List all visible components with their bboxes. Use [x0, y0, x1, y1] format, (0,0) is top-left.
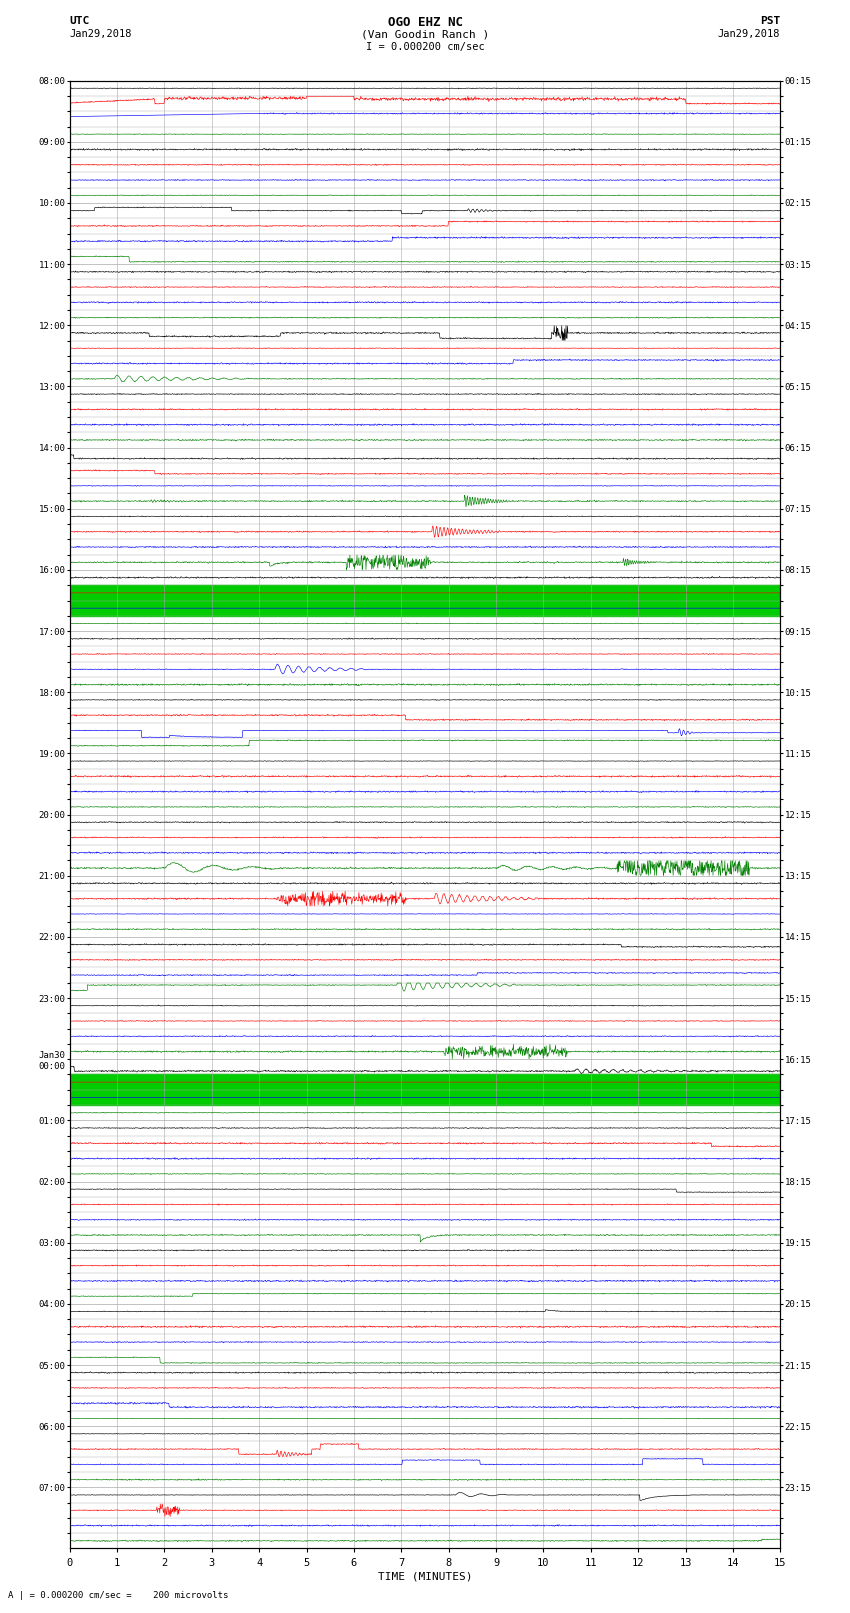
Bar — [70, 600, 780, 616]
Bar — [70, 1074, 780, 1090]
Text: OGO EHZ NC: OGO EHZ NC — [388, 16, 462, 29]
Text: UTC: UTC — [70, 16, 90, 26]
Bar — [70, 586, 780, 600]
Bar — [70, 1090, 780, 1105]
Text: PST: PST — [760, 16, 780, 26]
Text: I = 0.000200 cm/sec: I = 0.000200 cm/sec — [366, 42, 484, 52]
X-axis label: TIME (MINUTES): TIME (MINUTES) — [377, 1571, 473, 1582]
Text: (Van Goodin Ranch ): (Van Goodin Ranch ) — [361, 29, 489, 39]
Text: Jan29,2018: Jan29,2018 — [717, 29, 780, 39]
Text: Jan29,2018: Jan29,2018 — [70, 29, 133, 39]
Text: A | = 0.000200 cm/sec =    200 microvolts: A | = 0.000200 cm/sec = 200 microvolts — [8, 1590, 229, 1600]
